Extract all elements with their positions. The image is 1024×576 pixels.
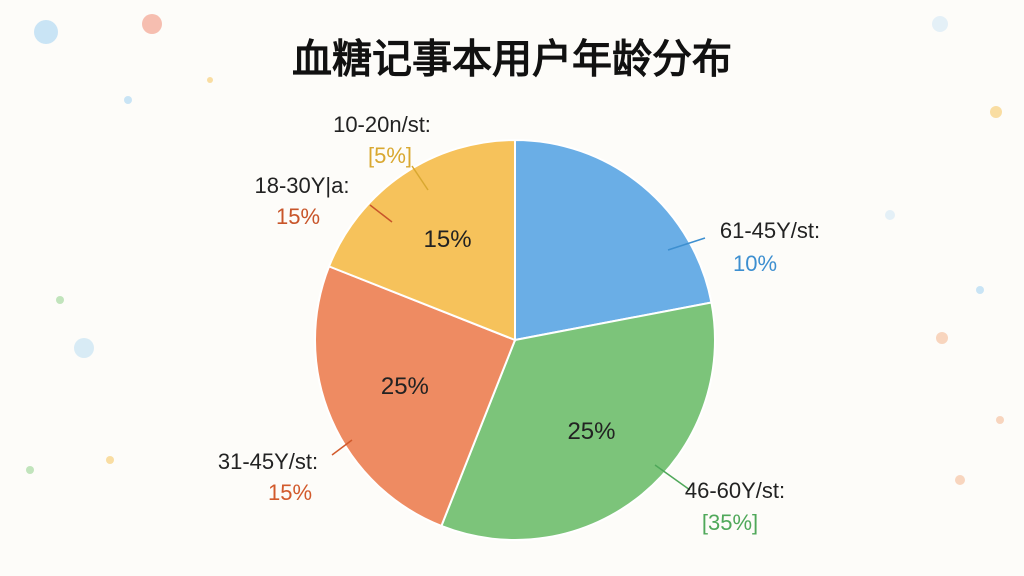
callout-label: 10-20n/st: <box>333 112 431 137</box>
pie-slice <box>514 138 713 342</box>
decoration <box>26 14 1004 485</box>
callout-label: 18-30Y|a: <box>254 173 349 198</box>
callout-value: 15% <box>268 480 312 505</box>
callout-value: 10% <box>733 251 777 276</box>
callout-value: 15% <box>276 204 320 229</box>
pie-slice <box>327 138 516 342</box>
callout-label: 31-45Y/st: <box>218 449 318 474</box>
callout-line <box>667 237 706 251</box>
slice-label: 25% <box>567 418 615 445</box>
callout-label: 61-45Y/st: <box>720 218 820 243</box>
slice-label: 15% <box>424 226 472 253</box>
callout-line <box>411 165 429 191</box>
callout-line <box>331 439 353 456</box>
callout-line <box>369 204 393 223</box>
slice-label: 25% <box>381 373 429 400</box>
chart-title: 血糖记事本用户年龄分布 <box>292 38 732 82</box>
callout-line <box>654 464 691 491</box>
callout-value: [35%] <box>702 510 758 535</box>
pie-slice <box>440 301 716 541</box>
callout-value: [5%] <box>368 143 412 168</box>
pie-slice <box>314 265 517 528</box>
callout-label: 46-60Y/st: <box>685 478 785 503</box>
